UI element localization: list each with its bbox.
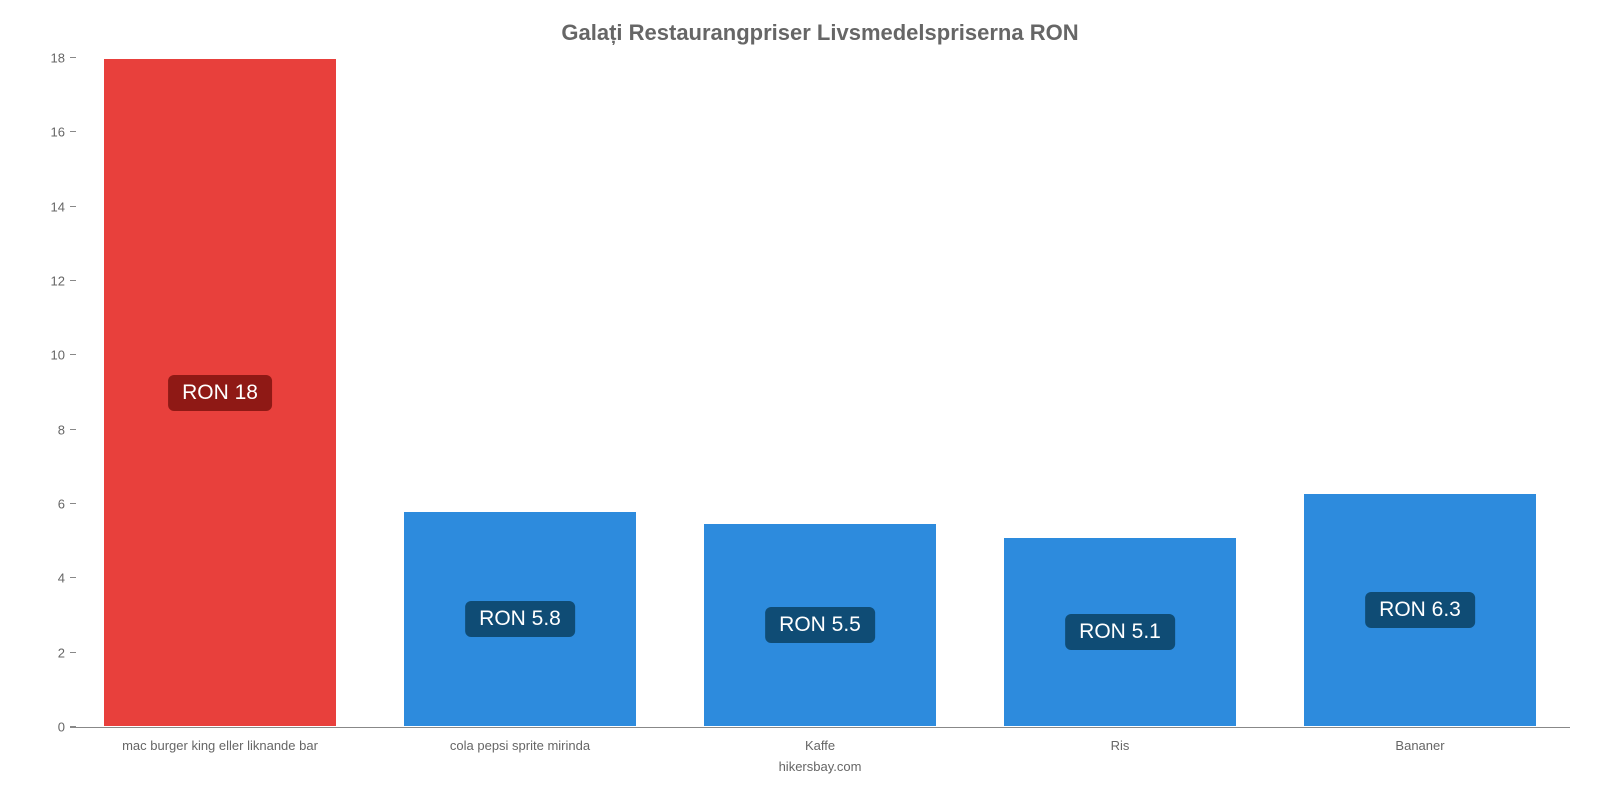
y-tick-mark bbox=[70, 652, 76, 653]
x-category-label: mac burger king eller liknande bar bbox=[70, 738, 370, 753]
y-tick-label: 10 bbox=[20, 348, 65, 363]
y-tick-label: 0 bbox=[20, 720, 65, 735]
y-tick-mark bbox=[70, 57, 76, 58]
y-axis: 024681012141618 bbox=[20, 58, 65, 727]
y-tick-mark bbox=[70, 503, 76, 504]
bar: RON 18 bbox=[103, 58, 337, 727]
y-tick-label: 4 bbox=[20, 571, 65, 586]
y-tick-label: 18 bbox=[20, 51, 65, 66]
x-category-label: Ris bbox=[970, 738, 1270, 753]
bar-slot: RON 18 bbox=[70, 58, 370, 727]
bar-slot: RON 5.5 bbox=[670, 58, 970, 727]
y-tick-mark bbox=[70, 131, 76, 132]
x-axis-labels: mac burger king eller liknande barcola p… bbox=[70, 738, 1570, 753]
bars-row: RON 18 RON 5.8 RON 5.5 RON 5.1 RON 6.3 bbox=[70, 58, 1570, 727]
y-tick-label: 16 bbox=[20, 125, 65, 140]
x-category-label: Bananer bbox=[1270, 738, 1570, 753]
y-tick-mark bbox=[70, 726, 76, 727]
attribution-text: hikersbay.com bbox=[70, 759, 1570, 774]
bar-slot: RON 5.8 bbox=[370, 58, 670, 727]
bar-value-label: RON 5.1 bbox=[1065, 614, 1175, 650]
y-tick-label: 2 bbox=[20, 645, 65, 660]
y-tick-label: 6 bbox=[20, 497, 65, 512]
plot-area: 024681012141618 RON 18RON 5.8RON 5.5RON … bbox=[70, 58, 1570, 728]
y-tick-mark bbox=[70, 206, 76, 207]
bar: RON 5.5 bbox=[703, 523, 937, 727]
bar-value-label: RON 18 bbox=[168, 375, 272, 411]
bar: RON 6.3 bbox=[1303, 493, 1537, 727]
bar-slot: RON 5.1 bbox=[970, 58, 1270, 727]
y-tick-label: 8 bbox=[20, 422, 65, 437]
y-tick-mark bbox=[70, 429, 76, 430]
x-category-label: cola pepsi sprite mirinda bbox=[370, 738, 670, 753]
bar: RON 5.1 bbox=[1003, 537, 1237, 727]
x-category-label: Kaffe bbox=[670, 738, 970, 753]
y-tick-mark bbox=[70, 354, 76, 355]
bar-slot: RON 6.3 bbox=[1270, 58, 1570, 727]
bar: RON 5.8 bbox=[403, 511, 637, 727]
price-bar-chart: Galați Restaurangpriser Livsmedelspriser… bbox=[0, 0, 1600, 800]
y-tick-label: 14 bbox=[20, 199, 65, 214]
bar-value-label: RON 5.5 bbox=[765, 607, 875, 643]
y-tick-mark bbox=[70, 577, 76, 578]
y-tick-label: 12 bbox=[20, 274, 65, 289]
chart-title: Galați Restaurangpriser Livsmedelspriser… bbox=[70, 20, 1570, 46]
bar-value-label: RON 5.8 bbox=[465, 601, 575, 637]
y-tick-mark bbox=[70, 280, 76, 281]
bar-value-label: RON 6.3 bbox=[1365, 592, 1475, 628]
